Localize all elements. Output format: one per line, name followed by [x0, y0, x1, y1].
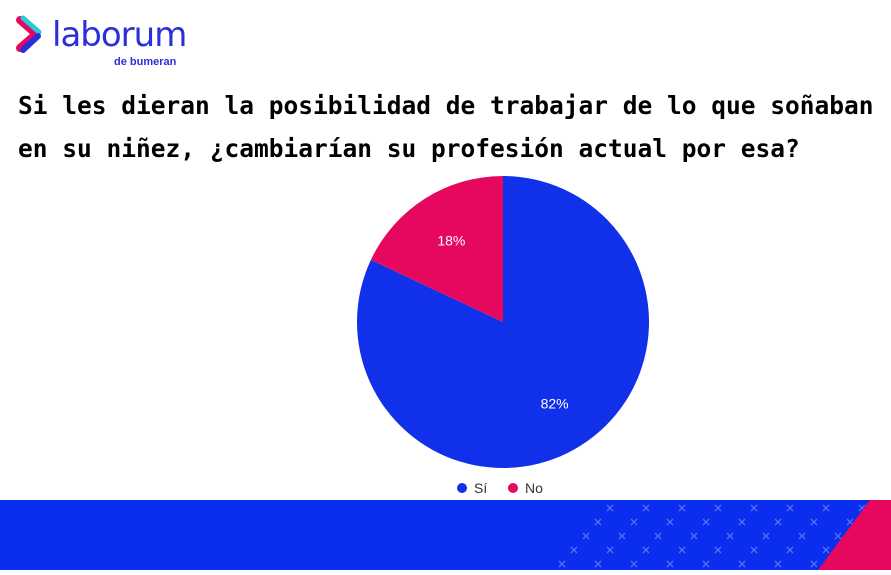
x-mark: [822, 504, 830, 512]
x-mark: [786, 504, 794, 512]
x-mark: [810, 518, 818, 526]
x-mark: [618, 532, 626, 540]
accent-stripe: [818, 500, 891, 570]
x-mark: [678, 504, 686, 512]
laborum-logo: laborum de bumeran: [14, 14, 204, 70]
footer-decoration: [558, 500, 891, 570]
slice-label: 82%: [541, 395, 569, 411]
logo-chevron-icon: [16, 15, 42, 53]
x-mark: [762, 532, 770, 540]
x-mark: [750, 504, 758, 512]
x-mark: [810, 560, 818, 568]
x-mark: [702, 518, 710, 526]
legend-marker: [508, 483, 518, 493]
x-mark: [666, 518, 674, 526]
pie-slice-1: [370, 176, 503, 322]
x-mark: [750, 546, 758, 554]
x-mark: [594, 518, 602, 526]
x-mark: [594, 560, 602, 568]
x-mark: [558, 560, 566, 568]
x-mark: [774, 560, 782, 568]
x-mark: [666, 560, 674, 568]
x-mark: [630, 560, 638, 568]
logo-subtitle: de bumeran: [114, 56, 177, 68]
legend-label: No: [525, 480, 543, 496]
x-mark: [702, 560, 710, 568]
legend-marker: [457, 483, 467, 493]
x-mark: [738, 518, 746, 526]
x-mark: [786, 546, 794, 554]
x-mark: [714, 504, 722, 512]
x-mark: [846, 518, 854, 526]
x-mark: [606, 504, 614, 512]
x-mark: [654, 532, 662, 540]
legend-label: Sí: [474, 480, 487, 496]
x-mark: [678, 546, 686, 554]
x-mark: [714, 546, 722, 554]
x-mark: [582, 532, 590, 540]
x-mark: [642, 546, 650, 554]
logo-word: laborum: [52, 15, 187, 55]
slice-label: 18%: [437, 233, 465, 249]
pie-chart: 82% 18% Sí No: [357, 176, 649, 496]
x-mark: [774, 518, 782, 526]
x-mark: [738, 560, 746, 568]
x-mark: [834, 532, 842, 540]
footer-band: [0, 500, 891, 570]
x-mark: [606, 546, 614, 554]
x-mark: [642, 504, 650, 512]
x-mark: [630, 518, 638, 526]
x-mark: [822, 546, 830, 554]
x-mark: [690, 532, 698, 540]
x-mark: [726, 532, 734, 540]
x-mark: [798, 532, 806, 540]
chart-title: Si les dieran la posibilidad de trabajar…: [18, 91, 874, 163]
x-mark: [570, 546, 578, 554]
